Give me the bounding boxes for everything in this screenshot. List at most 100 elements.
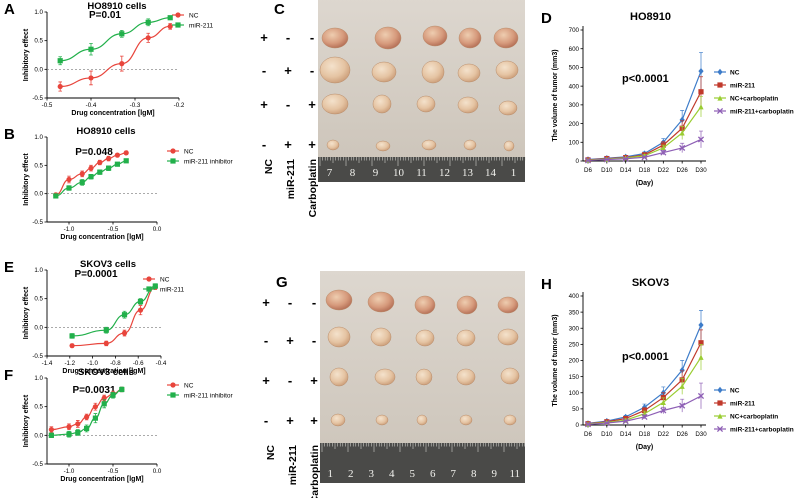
x-tick-label: -1.0: [64, 468, 75, 475]
panel-letter: H: [541, 276, 552, 293]
tumor: [495, 60, 519, 80]
x-tick-label: -1.4: [42, 360, 53, 367]
y-tick-label: 0: [576, 158, 580, 165]
treatment-sign: -: [288, 373, 292, 388]
ruler-number: 11: [509, 468, 520, 480]
data-point: [66, 185, 72, 191]
data-point: [66, 176, 72, 183]
panel-letter: F: [4, 367, 13, 384]
y-tick-label: 200: [569, 121, 580, 128]
x-tick-label: -0.4: [86, 102, 97, 109]
ruler: [318, 157, 525, 182]
data-point: [137, 307, 144, 313]
treatment-sign: -: [310, 30, 314, 45]
tumor: [321, 27, 349, 49]
data-point: [88, 75, 94, 81]
panel-title: SKOV3 cells: [78, 367, 134, 378]
treatment-sign: -: [310, 63, 314, 78]
data-point: [697, 392, 705, 400]
x-axis-label: Drug concentration [lgM]: [71, 110, 154, 117]
treatment-sign: +: [260, 30, 268, 45]
data-point: [88, 165, 94, 171]
tumor: [414, 295, 436, 315]
data-point: [167, 15, 173, 21]
panel-title: SKOV3: [632, 277, 669, 289]
legend-label: NC: [189, 12, 199, 19]
legend-label: miR-211: [160, 286, 184, 293]
legend-label: miR-211+carboplatin: [730, 108, 794, 115]
data-point: [66, 424, 72, 430]
ruler-number: 9: [492, 468, 498, 480]
panel-g-photo: GSKOV312345678911+---+-+-+-++NCmiR-211Ca…: [262, 271, 526, 498]
ruler-number: 8: [350, 167, 356, 179]
y-tick-label: 250: [569, 342, 580, 349]
treatment-label: miR-211: [285, 159, 297, 199]
ruler-number: 13: [462, 167, 474, 179]
y-tick-label: 300: [569, 102, 580, 109]
ruler-number: 1: [328, 468, 334, 480]
treatment-label: NC: [263, 159, 275, 175]
data-point: [698, 67, 704, 75]
ruler-number: 10: [393, 167, 405, 179]
legend-marker: [717, 82, 723, 88]
tumor: [457, 96, 479, 114]
tumor: [371, 61, 397, 83]
tumor: [421, 60, 445, 84]
y-tick-label: 100: [569, 390, 580, 397]
data-point: [641, 154, 648, 161]
y-axis-label: Inhibitory effect: [23, 286, 30, 339]
tumor: [503, 414, 517, 426]
treatment-sign: +: [308, 137, 316, 152]
y-tick-label: 700: [569, 27, 580, 34]
data-point: [603, 156, 610, 163]
tumor: [456, 329, 476, 347]
tumor: [416, 414, 428, 426]
data-point: [48, 432, 54, 438]
data-point: [114, 152, 120, 158]
data-point: [119, 386, 125, 393]
y-axis-label: Inhibitory effect: [23, 394, 30, 447]
data-point: [84, 414, 90, 420]
x-tick-label: 0.0: [153, 226, 162, 233]
data-point: [103, 340, 109, 346]
data-point: [641, 407, 648, 414]
ruler-number: 1: [511, 167, 517, 179]
tumor: [456, 368, 476, 386]
ruler-number: 4: [389, 468, 395, 480]
treatment-sign: +: [262, 373, 270, 388]
data-point: [603, 420, 610, 427]
y-tick-label: 0.0: [34, 66, 43, 73]
y-axis-label: Inhibitory effect: [23, 28, 30, 81]
ruler-number: 3: [369, 468, 375, 480]
legend-marker: [717, 95, 723, 101]
data-point: [679, 116, 685, 124]
data-point: [57, 58, 63, 64]
x-tick-label: -0.8: [110, 360, 121, 367]
y-tick-label: 100: [569, 139, 580, 146]
data-point: [679, 130, 685, 136]
ruler-number: 14: [485, 167, 497, 179]
data-point: [584, 421, 592, 428]
photo-background: [318, 0, 525, 182]
panel-title: HO8910: [630, 11, 671, 23]
y-tick-label: -0.5: [32, 461, 43, 468]
legend-marker: [717, 400, 723, 406]
y-tick-label: 0.5: [34, 162, 43, 169]
legend-label: NC: [730, 387, 740, 394]
data-point: [97, 169, 103, 175]
treatment-sign: +: [308, 97, 316, 112]
treatment-sign: -: [262, 63, 266, 78]
legend-label: miR-211: [189, 22, 213, 29]
data-point: [679, 144, 686, 151]
treatment-sign: +: [286, 333, 294, 348]
tumor: [463, 139, 477, 151]
y-tick-label: -0.5: [32, 219, 43, 226]
treatment-sign: +: [262, 295, 270, 310]
data-point: [641, 413, 648, 420]
data-point: [698, 340, 704, 346]
tumor: [421, 139, 437, 151]
legend-label: miR-211: [730, 400, 755, 407]
y-tick-label: 600: [569, 46, 580, 53]
